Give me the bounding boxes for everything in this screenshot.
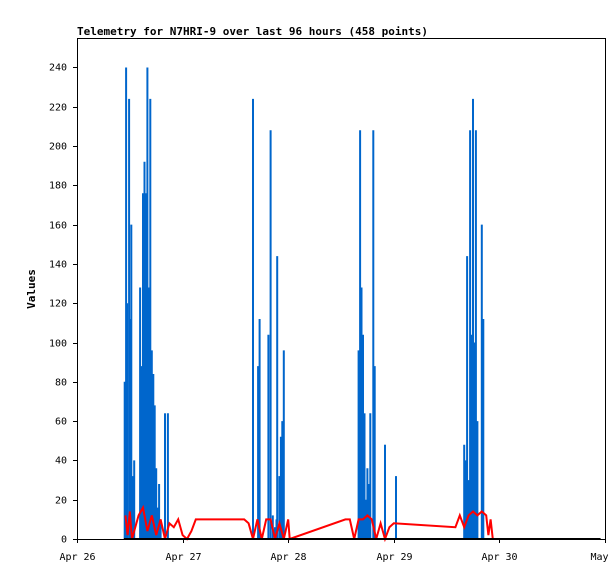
y-tick-label: 80	[55, 378, 67, 389]
y-tick-label: 200	[49, 142, 67, 153]
x-tick-label: Apr 30	[481, 552, 517, 563]
y-tick-label: 220	[49, 103, 67, 114]
x-tick-label: Apr 27	[165, 552, 201, 563]
plot-frame	[77, 38, 606, 540]
y-tick-label: 240	[49, 63, 67, 74]
y-tick-label: 160	[49, 221, 67, 232]
y-axis: 0 20 40 60 80 100 120 140 160 180 200 220 240	[49, 63, 77, 546]
x-tick-label: Apr 28	[270, 552, 306, 563]
series-2-line	[124, 504, 494, 543]
chart-title: Telemetry for N7HRI-9 over last 96 hours…	[77, 25, 428, 38]
y-axis-label: Values	[25, 269, 38, 309]
y-tick-label: 40	[55, 456, 67, 467]
x-axis: Apr 26 Apr 27 Apr 28 Apr 29 Apr 30 May 1	[59, 539, 615, 563]
y-tick-label: 140	[49, 260, 67, 271]
y-tick-label: 0	[61, 535, 67, 546]
y-tick-label: 180	[49, 181, 67, 192]
x-tick-label: May 1	[590, 552, 615, 563]
y-tick-label: 20	[55, 496, 67, 507]
y-tick-label: 60	[55, 417, 67, 428]
y-tick-label: 120	[49, 299, 67, 310]
y-tick-label: 100	[49, 339, 67, 350]
x-tick-label: Apr 26	[59, 552, 95, 563]
series-layer	[123, 67, 601, 543]
x-tick-label: Apr 29	[376, 552, 412, 563]
